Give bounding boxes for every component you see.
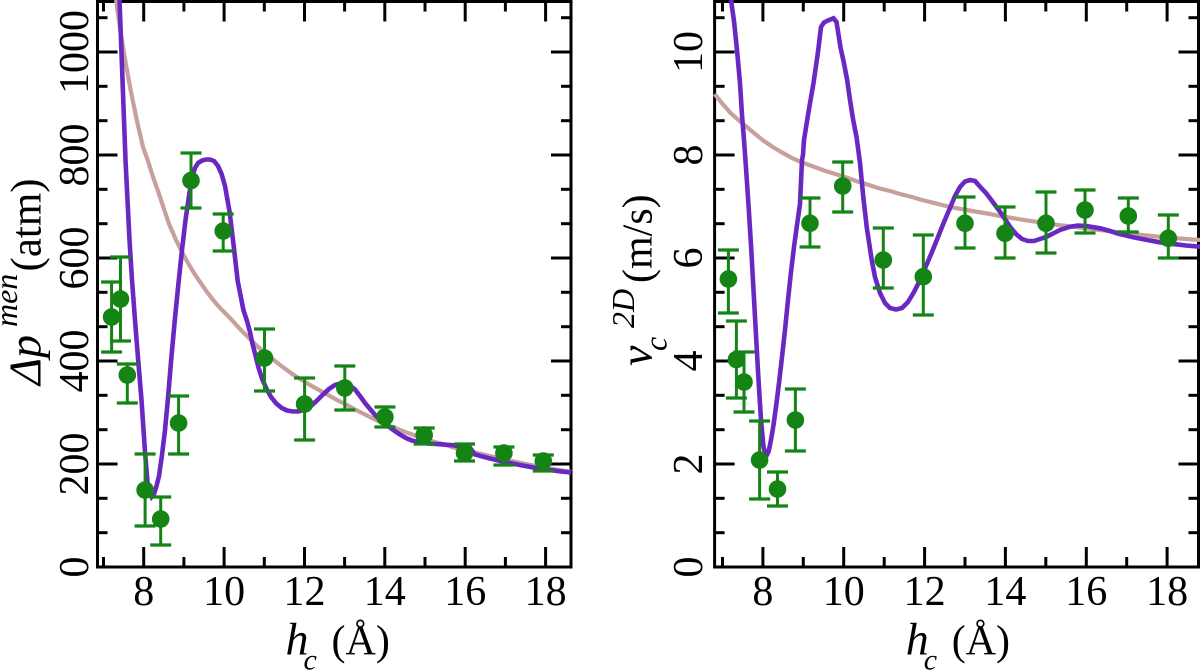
svg-text:16: 16 bbox=[444, 569, 486, 615]
svg-text:(m/s): (m/s) bbox=[616, 194, 662, 283]
svg-text:0: 0 bbox=[666, 557, 712, 578]
svg-text:h: h bbox=[286, 614, 309, 665]
svg-text:8: 8 bbox=[752, 569, 773, 615]
svg-text:6: 6 bbox=[666, 248, 712, 269]
svg-text:(atm): (atm) bbox=[4, 178, 51, 271]
svg-text:12: 12 bbox=[904, 569, 946, 615]
svg-text:10: 10 bbox=[823, 569, 865, 615]
svg-text:18: 18 bbox=[525, 569, 567, 615]
svg-text:(Å): (Å) bbox=[952, 619, 1010, 665]
svg-text:2: 2 bbox=[666, 454, 712, 475]
svg-text:10: 10 bbox=[666, 31, 712, 73]
svg-text:c: c bbox=[924, 644, 937, 672]
svg-text:Δp: Δp bbox=[0, 335, 51, 387]
svg-text:600: 600 bbox=[52, 227, 98, 290]
svg-text:(Å): (Å) bbox=[332, 619, 390, 665]
svg-text:2D: 2D bbox=[605, 289, 641, 328]
svg-text:1000: 1000 bbox=[52, 10, 98, 94]
svg-text:v: v bbox=[611, 345, 662, 366]
svg-text:c: c bbox=[638, 337, 674, 351]
svg-text:800: 800 bbox=[52, 124, 98, 187]
svg-text:men: men bbox=[0, 274, 24, 327]
svg-text:h: h bbox=[906, 614, 929, 665]
svg-text:16: 16 bbox=[1065, 569, 1107, 615]
svg-text:8: 8 bbox=[133, 569, 154, 615]
svg-text:12: 12 bbox=[284, 569, 326, 615]
svg-text:18: 18 bbox=[1146, 569, 1188, 615]
svg-text:200: 200 bbox=[52, 433, 98, 496]
svg-text:10: 10 bbox=[203, 569, 245, 615]
svg-text:14: 14 bbox=[984, 569, 1026, 615]
svg-text:c: c bbox=[304, 644, 317, 672]
svg-text:0: 0 bbox=[52, 557, 98, 578]
svg-text:14: 14 bbox=[364, 569, 406, 615]
svg-text:8: 8 bbox=[666, 145, 712, 166]
svg-text:400: 400 bbox=[52, 330, 98, 393]
svg-text:4: 4 bbox=[666, 351, 712, 372]
